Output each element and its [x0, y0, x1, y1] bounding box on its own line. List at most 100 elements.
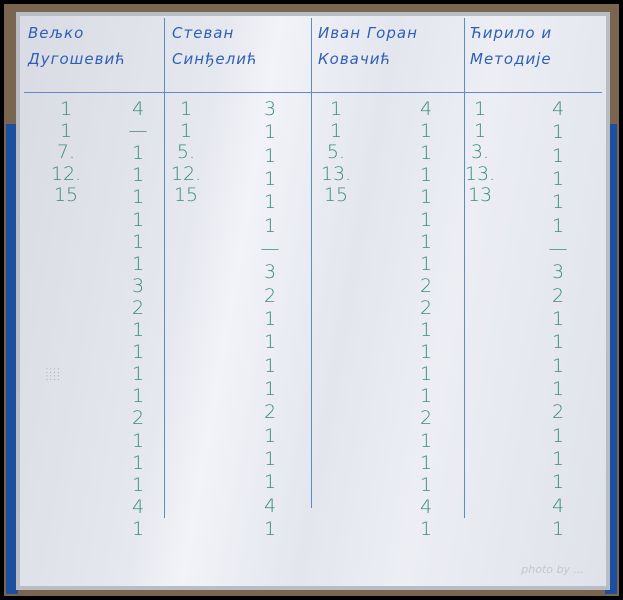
left-number: 1: [179, 98, 193, 120]
watermark: photo by ...: [521, 563, 584, 576]
right-number: 2: [551, 401, 565, 424]
right-number: 2: [131, 296, 145, 319]
right-number: 3: [551, 261, 565, 284]
right-number: 1: [551, 144, 565, 167]
right-number: 1: [131, 429, 145, 452]
right-number: 1: [131, 230, 145, 253]
right-number: 1: [131, 363, 145, 386]
right-number: 1: [131, 518, 145, 540]
right-number: 1: [131, 473, 145, 496]
right-number: 1: [551, 168, 565, 190]
right-number: 1: [263, 378, 277, 400]
right-number: 1: [419, 363, 433, 386]
right-number: 1: [419, 186, 433, 209]
left-number: 5.: [176, 141, 196, 163]
column-header: Иван Горан Ковачић: [318, 24, 418, 68]
right-number: 1: [419, 230, 433, 253]
right-number: 1: [551, 354, 565, 377]
right-number: 1: [551, 518, 565, 540]
right-number: 1: [551, 121, 565, 144]
left-number: 3.: [470, 141, 490, 163]
right-number: —: [548, 238, 568, 260]
column-divider: [164, 18, 165, 518]
right-number: 2: [419, 274, 433, 297]
left-number: 1: [329, 98, 343, 120]
left-number: 12.: [170, 162, 202, 185]
left-number: 13.: [320, 162, 352, 185]
right-number: 1: [551, 424, 565, 447]
right-number: 3: [263, 98, 277, 120]
right-number: 1: [419, 451, 433, 474]
right-number: 1: [131, 385, 145, 408]
right-number: 1: [263, 191, 277, 214]
right-number: 1: [419, 319, 433, 342]
column-header: Стеван Синђелић: [172, 24, 258, 68]
right-number: 1: [263, 518, 277, 540]
right-number: 1: [263, 448, 277, 470]
right-number: 2: [131, 407, 145, 430]
right-number: 3: [263, 261, 277, 284]
right-number: 1: [263, 308, 277, 330]
right-number: 1: [263, 471, 277, 494]
right-number: 2: [551, 284, 565, 307]
right-number: 1: [419, 208, 433, 231]
right-number: —: [128, 120, 148, 143]
right-number: 1: [419, 429, 433, 452]
right-number: 1: [551, 471, 565, 494]
left-number: 1: [473, 119, 487, 142]
right-number: 4: [131, 98, 145, 120]
left-number: 1: [59, 119, 73, 142]
left-number: 13.: [464, 162, 496, 185]
right-number: 1: [419, 473, 433, 496]
right-number: 4: [419, 98, 433, 120]
right-number: 2: [263, 401, 277, 424]
right-number: 4: [419, 495, 433, 518]
right-number: 1: [131, 142, 145, 165]
left-number: 1: [179, 119, 193, 142]
right-number: 1: [263, 144, 277, 167]
right-number: 1: [263, 214, 277, 237]
right-number: 1: [131, 319, 145, 342]
whiteboard: Вељко Дугошевић Стеван Синђелић Иван Гор…: [16, 12, 610, 590]
right-number: 2: [419, 296, 433, 319]
left-number: 7.: [56, 141, 76, 163]
right-number: 2: [419, 407, 433, 430]
right-number: 1: [419, 120, 433, 143]
right-number: 1: [131, 451, 145, 474]
left-number: 1: [473, 98, 487, 120]
right-number: 1: [551, 191, 565, 214]
right-number: 1: [551, 331, 565, 354]
left-number: 15: [323, 184, 349, 206]
right-number: 1: [419, 142, 433, 165]
column-header: Вељко Дугошевић: [28, 24, 126, 68]
right-number: 1: [551, 378, 565, 400]
right-number: 1: [263, 331, 277, 354]
right-number: 4: [551, 98, 565, 120]
left-number: 1: [329, 119, 343, 142]
small-scribble: ⁚ ⁚ ⁚ ⁚ ⁚ ⁚ ⁚ ⁚: [46, 368, 60, 382]
column-header: Ћирило и Методије: [470, 24, 553, 68]
photo: Вељко Дугошевић Стеван Синђелић Иван Гор…: [4, 4, 619, 596]
right-number: —: [260, 238, 280, 260]
right-number: 1: [263, 424, 277, 447]
board-stand-left: [6, 124, 18, 594]
column-divider: [311, 18, 312, 508]
right-number: 3: [131, 274, 145, 297]
right-number: 1: [551, 308, 565, 330]
right-number: 2: [263, 284, 277, 307]
left-number: 1: [59, 98, 73, 120]
right-number: 1: [419, 252, 433, 275]
column-divider: [464, 18, 465, 518]
left-number: 13: [467, 184, 493, 206]
right-number: 1: [419, 385, 433, 408]
right-number: 4: [551, 494, 565, 517]
right-number: 1: [131, 164, 145, 187]
header-divider: [24, 92, 602, 93]
right-number: 1: [419, 164, 433, 187]
right-number: 1: [419, 341, 433, 364]
right-number: 1: [131, 341, 145, 364]
left-number: 15: [53, 184, 79, 206]
right-number: 1: [263, 168, 277, 190]
right-number: 1: [131, 252, 145, 275]
left-number: 5.: [326, 141, 346, 163]
